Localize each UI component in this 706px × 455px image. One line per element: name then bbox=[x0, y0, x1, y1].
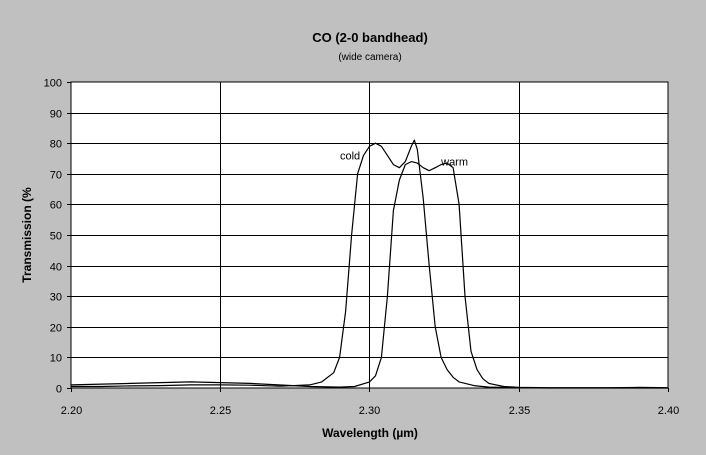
x-axis-ticks: 2.20 2.25 2.30 2.35 2.40 bbox=[61, 388, 679, 417]
y-tick-label: 60 bbox=[50, 200, 62, 212]
y-tick-label: 100 bbox=[44, 78, 62, 90]
y-tick-label: 70 bbox=[50, 170, 62, 182]
x-tick-label: 2.35 bbox=[509, 405, 530, 417]
chart-subtitle: (wide camera) bbox=[338, 52, 401, 63]
chart-title: CO (2-0 bandhead) bbox=[312, 30, 428, 45]
x-tick-label: 2.40 bbox=[658, 405, 679, 417]
x-tick-label: 2.30 bbox=[359, 405, 380, 417]
y-axis-ticks: 0 10 20 30 40 50 60 70 80 90 100 bbox=[44, 78, 71, 396]
y-axis-label: Transmission (% bbox=[20, 187, 34, 283]
annotation-label: warm bbox=[440, 157, 468, 169]
annotation-label: cold bbox=[340, 150, 360, 162]
x-tick-label: 2.25 bbox=[210, 405, 231, 417]
y-tick-label: 40 bbox=[50, 262, 62, 274]
annotation-layer: cold warm bbox=[340, 150, 468, 168]
y-tick-label: 30 bbox=[50, 292, 62, 304]
y-tick-label: 10 bbox=[50, 353, 62, 365]
y-tick-label: 0 bbox=[56, 384, 62, 396]
y-tick-label: 80 bbox=[50, 139, 62, 151]
series-layer bbox=[70, 139, 669, 389]
grid-layer bbox=[71, 82, 668, 388]
series-line-cold bbox=[71, 139, 668, 389]
series-line-warm bbox=[70, 161, 669, 389]
y-tick-label: 90 bbox=[50, 109, 62, 121]
y-tick-label: 50 bbox=[50, 231, 62, 243]
y-tick-label: 20 bbox=[50, 323, 62, 335]
x-tick-label: 2.20 bbox=[61, 405, 82, 417]
x-axis-label: Wavelength (µm) bbox=[322, 426, 418, 440]
